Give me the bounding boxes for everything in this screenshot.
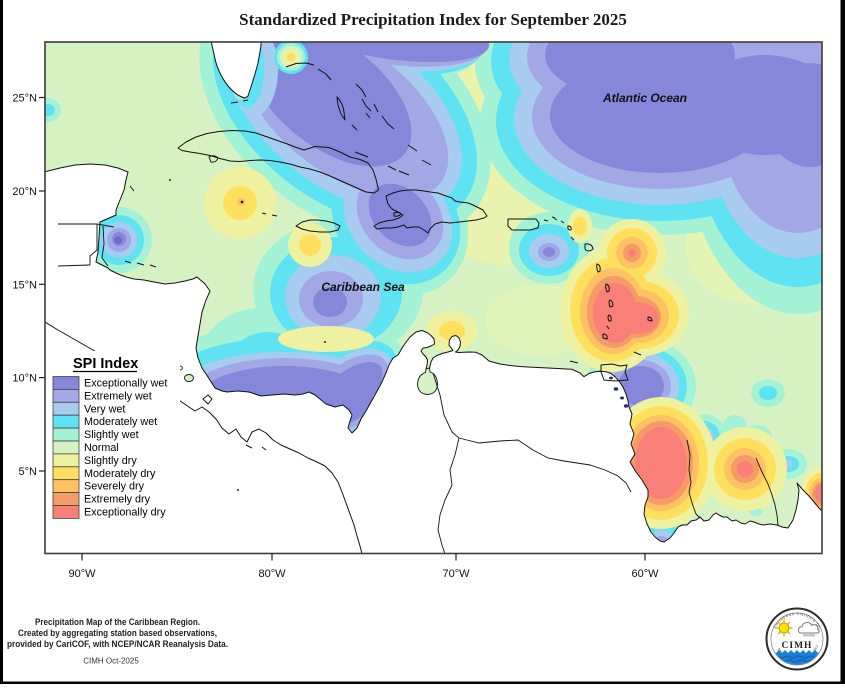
svg-text:70°W: 70°W [442,568,470,580]
svg-text:Atlantic Ocean: Atlantic Ocean [602,91,687,105]
svg-text:Created by aggregating station: Created by aggregating station based obs… [18,628,217,638]
svg-text:5°N: 5°N [19,466,38,478]
svg-text:90°W: 90°W [68,568,96,580]
svg-text:Extremely dry: Extremely dry [84,494,151,506]
svg-text:Very wet: Very wet [84,403,125,415]
svg-text:Caribbean Sea: Caribbean Sea [321,280,405,294]
svg-text:Standardized Precipitation Ind: Standardized Precipitation Index for Sep… [239,10,627,29]
svg-text:Exceptionally dry: Exceptionally dry [84,507,166,519]
svg-text:Moderately dry: Moderately dry [84,468,156,480]
svg-text:20°N: 20°N [12,186,37,198]
svg-text:15°N: 15°N [12,279,37,291]
svg-text:Slightly dry: Slightly dry [84,455,137,467]
svg-text:80°W: 80°W [258,568,286,580]
svg-text:Moderately wet: Moderately wet [84,416,157,428]
svg-text:10°N: 10°N [12,373,37,385]
svg-text:25°N: 25°N [12,93,37,105]
svg-text:Severely dry: Severely dry [84,481,145,493]
svg-text:Precipitation Map of the Carib: Precipitation Map of the Caribbean Regio… [35,617,200,627]
svg-text:CIMH: CIMH [782,641,813,651]
svg-text:Normal: Normal [84,442,119,454]
svg-text:Extremely wet: Extremely wet [84,390,152,402]
svg-text:60°W: 60°W [631,568,659,580]
svg-text:SPI Index: SPI Index [73,356,138,372]
svg-text:CIMH Oct-2025: CIMH Oct-2025 [83,657,139,666]
svg-text:Exceptionally wet: Exceptionally wet [84,378,167,390]
svg-text:provided by CariCOF, with NCEP: provided by CariCOF, with NCEP/NCAR Rean… [7,639,228,649]
svg-text:Slightly wet: Slightly wet [84,429,139,441]
